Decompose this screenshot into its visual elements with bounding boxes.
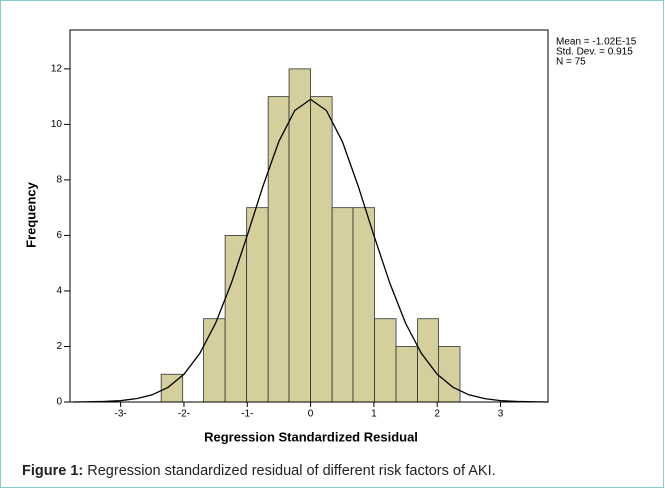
bar [203, 318, 226, 403]
stats-line: N = 75 [556, 57, 586, 68]
caption: Figure 1: Regression standardized residu… [22, 463, 496, 479]
bar [224, 235, 248, 403]
stats-line: Mean = -1.02E-15 [556, 37, 637, 48]
x-tick-label: 2 [434, 409, 440, 420]
x-axis-title: Regression Standardized Residual [204, 429, 418, 444]
y-tick-label: 4 [56, 286, 62, 297]
y-tick-label: 10 [51, 119, 63, 130]
x-tick-label: 3 [498, 409, 504, 420]
y-tick-label: 12 [51, 64, 63, 75]
normal-curve [73, 98, 549, 403]
bar [246, 207, 269, 403]
bar [395, 346, 418, 403]
bar [417, 318, 439, 403]
caption-text: Regression standardized residual of diff… [83, 463, 495, 479]
x-tick-label: -3- [115, 409, 127, 420]
plot-frame [69, 29, 549, 403]
y-tick-label: 8 [56, 175, 62, 186]
y-axis-title: Frequency [23, 181, 38, 248]
x-tick-label: -2- [178, 409, 190, 420]
x-tick-label: 0 [308, 409, 314, 420]
y-tick-label: 2 [56, 341, 62, 352]
bar [288, 68, 311, 403]
bar [374, 318, 397, 403]
y-tick-label: 0 [56, 397, 62, 408]
bar [310, 96, 333, 403]
caption-label: Figure 1: [22, 463, 83, 479]
x-tick-label: -1- [241, 409, 253, 420]
bar [331, 207, 354, 403]
x-tick-label: 1 [371, 409, 377, 420]
y-tick-label: 6 [56, 230, 62, 241]
bar [352, 207, 375, 403]
bar [438, 346, 461, 403]
stats-line: Std. Dev. = 0.915 [556, 47, 633, 58]
